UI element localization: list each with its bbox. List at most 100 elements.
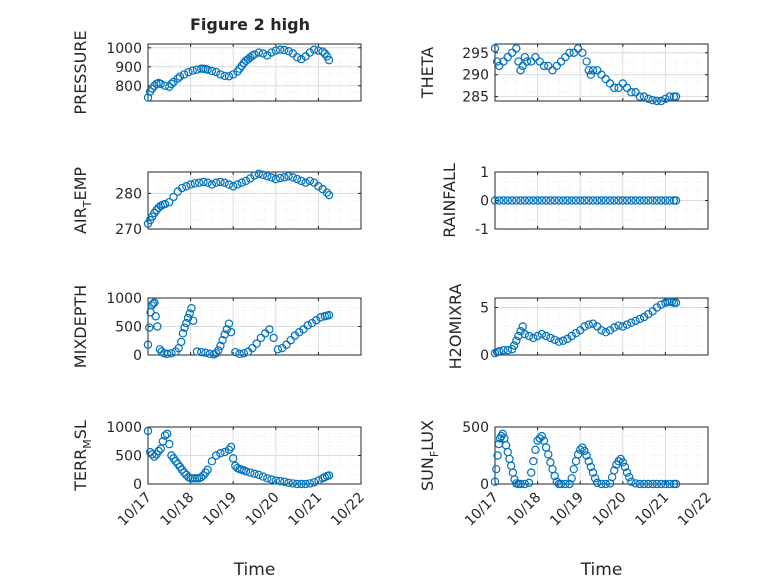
data-point (162, 429, 172, 439)
data-point (188, 316, 198, 325)
data-point (280, 45, 289, 55)
data-point (324, 310, 334, 320)
x-axis-label: Time (580, 560, 623, 580)
data-point (143, 340, 153, 349)
data-point (235, 349, 244, 359)
data-point (561, 52, 570, 62)
data-point (246, 53, 255, 62)
data-point (550, 335, 559, 344)
data-point (512, 196, 521, 205)
y-tick-label: 0 (133, 477, 142, 493)
data-point (671, 479, 681, 489)
data-point (147, 301, 157, 310)
panel-4: -1 0 1 RAINFALL (440, 163, 709, 238)
data-point (167, 349, 176, 358)
data-point (533, 331, 542, 341)
data-point (558, 336, 568, 345)
data-point (516, 327, 525, 336)
data-point (656, 96, 666, 106)
data-point (503, 346, 512, 355)
data-point (652, 196, 662, 205)
x-tick-label: 10/17 (115, 490, 155, 530)
data-point (288, 479, 298, 488)
data-point (256, 333, 266, 343)
data-point (584, 320, 593, 329)
data-point (537, 431, 547, 441)
data-point (535, 434, 544, 443)
panel-6: 0 5 H2OMIXRA (446, 284, 709, 370)
data-point (160, 431, 170, 440)
data-point (671, 298, 681, 307)
y-tick-label: 290 (462, 68, 489, 84)
data-point (584, 66, 593, 75)
data-point (618, 458, 628, 467)
y-tick-label: 295 (462, 46, 489, 62)
data-point (610, 196, 619, 205)
data-point (322, 188, 332, 197)
y-tick-label: 500 (115, 449, 142, 465)
panel-2: 285 290 295 THETA (418, 43, 709, 106)
data-point (539, 61, 549, 71)
data-point (576, 196, 585, 205)
data-point (597, 326, 606, 335)
data-point (220, 447, 229, 457)
data-point (248, 343, 257, 353)
data-point (610, 323, 619, 332)
x-tick-label: 10/21 (632, 490, 672, 530)
data-point (593, 66, 602, 75)
y-tick-label: 285 (462, 90, 489, 106)
data-point (520, 196, 530, 205)
data-point (537, 196, 547, 205)
data-point (546, 196, 555, 205)
data-point (527, 468, 536, 477)
data-point (297, 55, 306, 64)
data-point (518, 322, 527, 331)
data-point (512, 336, 521, 345)
x-tick-label: 10/22 (328, 490, 368, 530)
axes-box (494, 426, 709, 485)
y-axis-label: H2OMIXRA (446, 284, 465, 370)
panel-3: 270 280 AIRTEMP (71, 167, 362, 238)
panel-1: 800 900 1000 PRESSURE (71, 30, 362, 115)
data-point (605, 79, 615, 88)
data-point (520, 52, 530, 62)
data-point (620, 462, 630, 472)
data-point (631, 479, 640, 488)
data-point (624, 472, 634, 482)
data-point (254, 48, 263, 57)
data-point (590, 474, 600, 483)
data-point (288, 173, 298, 182)
data-point (180, 468, 189, 477)
y-tick-label: 800 (115, 79, 142, 95)
data-point (671, 92, 681, 101)
data-point (614, 321, 623, 330)
data-point (627, 196, 636, 205)
data-point (639, 312, 649, 322)
data-point (516, 196, 525, 205)
data-point (303, 321, 312, 330)
data-point (516, 66, 525, 75)
x-tick-label: 10/18 (158, 490, 198, 530)
data-point (490, 44, 500, 53)
data-point (578, 48, 587, 57)
data-point (151, 312, 160, 321)
data-point (314, 476, 323, 485)
y-tick-label: 0 (480, 477, 489, 493)
axes-box (494, 43, 709, 102)
data-point (567, 474, 576, 483)
data-point (250, 50, 259, 59)
data-point (203, 65, 212, 74)
data-point (550, 471, 559, 481)
data-point (622, 196, 632, 205)
data-point (618, 322, 628, 331)
y-axis-label-rest: LUX (418, 420, 437, 451)
data-point (211, 67, 221, 77)
data-point (552, 477, 561, 486)
data-point (631, 316, 640, 325)
data-point (169, 192, 178, 202)
data-point (271, 174, 280, 184)
data-point (178, 329, 188, 338)
data-point (554, 337, 564, 346)
data-point (554, 196, 564, 205)
data-point (520, 479, 530, 489)
